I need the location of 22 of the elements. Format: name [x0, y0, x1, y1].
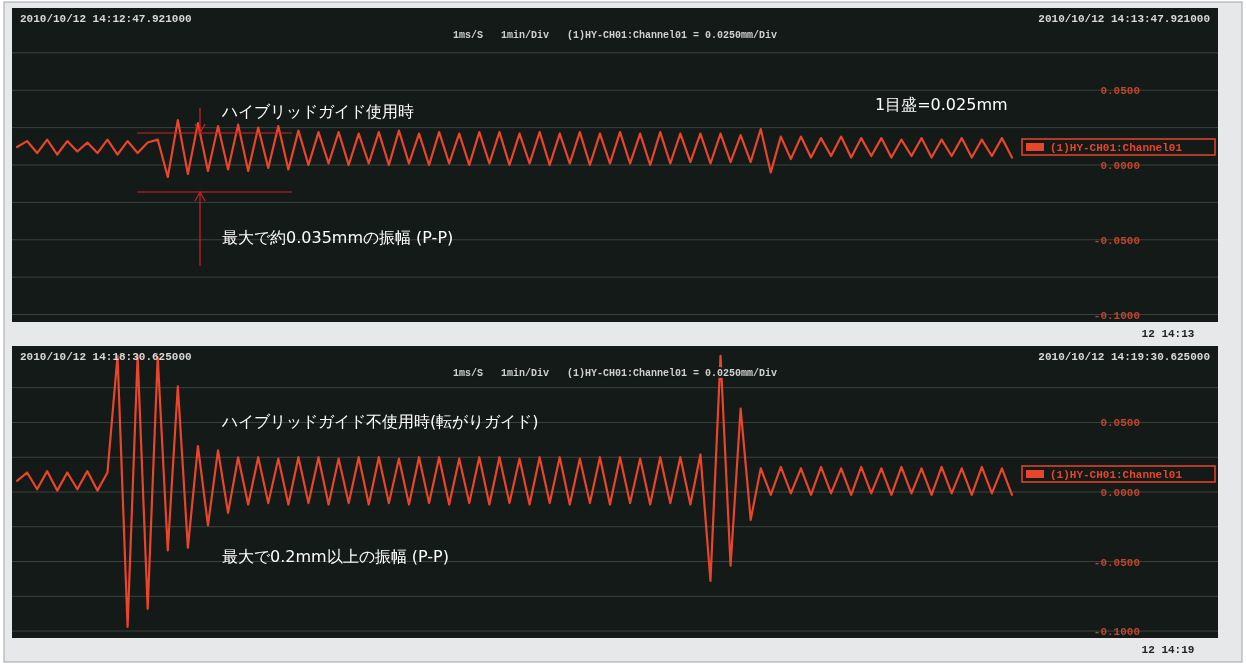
- y-tick-label: 0.0000: [1100, 160, 1140, 172]
- y-tick-label: -0.0500: [1093, 234, 1140, 247]
- y-tick-label: 0.0000: [1100, 487, 1140, 499]
- y-tick-label: -0.0500: [1093, 556, 1140, 569]
- annotation: ハイブリッドガイド不使用時(転がりガイド): [221, 412, 539, 431]
- y-tick-label: -0.1000: [1093, 309, 1140, 322]
- annotation: 最大で0.2mm以上の振幅 (P-P): [222, 547, 449, 566]
- y-tick-label: -0.1000: [1093, 626, 1140, 639]
- annotation: 最大で約0.035mmの振幅 (P-P): [222, 228, 454, 247]
- annotation: 2010/10/12 14:13:47.921000: [1038, 13, 1210, 25]
- legend-label: (1)HY-CH01:Channel01: [1050, 469, 1183, 481]
- text: 12 14:19: [1141, 644, 1195, 656]
- annotation: 1ms/S 1min/Div (1)HY-CH01:Channel01 = 0.0250mm/Div: [452, 30, 778, 41]
- annotation: 2010/10/12 14:19:30.625000: [1038, 351, 1210, 363]
- annotation: 2010/10/12 14:12:47.921000: [20, 13, 192, 25]
- annotation: ハイブリッドガイド使用時: [221, 102, 414, 121]
- annotation: 1目盛=0.025mm: [875, 95, 1008, 114]
- legend-label: (1)HY-CH01:Channel01: [1050, 142, 1183, 154]
- y-tick-label: 0.0500: [1100, 85, 1140, 98]
- annotation: 2010/10/12 14:18:30.625000: [20, 351, 192, 363]
- text: 12 14:13: [1141, 328, 1195, 340]
- y-tick-label: 0.0500: [1100, 417, 1140, 430]
